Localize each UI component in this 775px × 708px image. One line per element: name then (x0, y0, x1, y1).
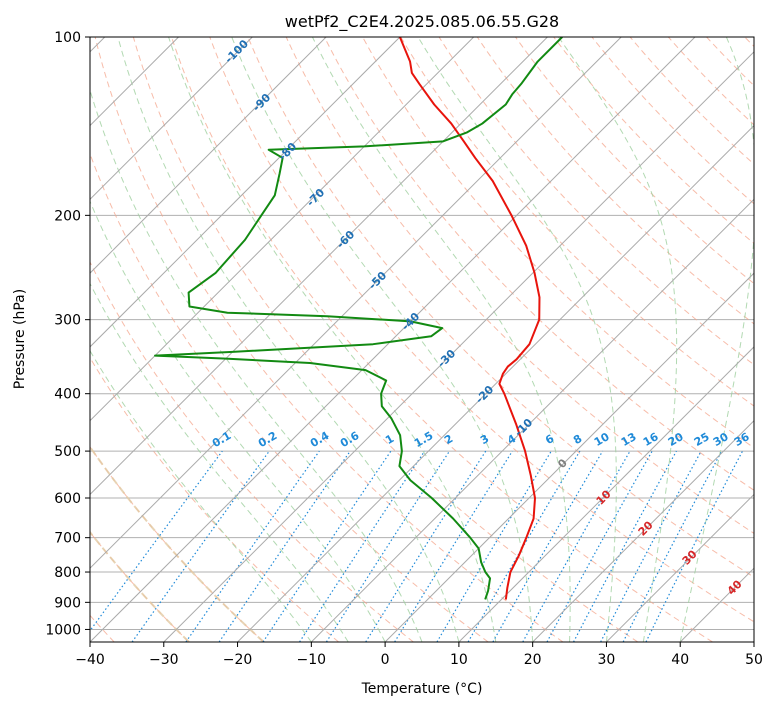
isotherm-line (90, 37, 696, 642)
mixing-ratio-line (522, 450, 631, 642)
dry-adiabat-line (90, 260, 414, 642)
isotherm-line (310, 198, 754, 642)
moist-adiabat-line (231, 37, 534, 642)
x-tick-label: 20 (524, 652, 542, 668)
plot-frame (89, 36, 755, 643)
mixing-ratio-lines (90, 450, 744, 642)
y-tick-label: 700 (54, 531, 81, 547)
x-axis-label: Temperature (°C) (361, 681, 483, 697)
mixing-ratio-line (90, 450, 223, 632)
mixing-ratio-line (218, 450, 351, 642)
dry-adiabat-line (323, 37, 754, 491)
extra-dry-adiabat-line (90, 530, 190, 642)
isotherm-line (90, 37, 475, 422)
mixing-ratio-line (325, 450, 450, 642)
dry-adiabat-line (94, 37, 564, 642)
y-tick-label: 500 (54, 444, 81, 460)
x-axis-ticks: −40 −30 −20 −10 0 10 20 30 40 50 (75, 642, 763, 668)
chart-title: wetPf2_C2E4.2025.085.06.55.G28 (285, 12, 559, 32)
dry-adiabat-line (247, 37, 754, 578)
mixing-ratio-line (546, 450, 653, 642)
y-tick-label: 600 (54, 491, 81, 507)
y-tick-label: 800 (54, 565, 81, 581)
x-tick-label: 10 (450, 652, 468, 668)
x-tick-label: 40 (671, 652, 689, 668)
mixing-ratio-line (262, 450, 392, 642)
moist-adiabat-line (679, 37, 754, 642)
y-tick-label: 900 (54, 595, 81, 611)
y-tick-label: 100 (54, 30, 81, 46)
isotherm-line (90, 37, 622, 569)
x-tick-label: −40 (75, 652, 105, 668)
extra-dry-adiabats (90, 445, 265, 642)
isotherm-line (606, 493, 754, 642)
isotherms (90, 37, 754, 642)
dry-adiabat-line (90, 446, 265, 642)
y-tick-label: 300 (54, 313, 81, 329)
isotherm-line (384, 272, 754, 642)
moist-adiabat-line (90, 282, 349, 642)
x-tick-label: 50 (745, 652, 763, 668)
mixing-ratio-line (573, 450, 677, 642)
plot-area (90, 37, 754, 642)
y-axis-ticks: 100 200 300 400 500 600 700 800 900 1000 (45, 30, 90, 638)
dry-adiabat-line (400, 37, 754, 407)
y-tick-label: 400 (54, 387, 81, 403)
x-tick-label: −30 (149, 652, 179, 668)
pressure-grid (90, 37, 754, 630)
x-tick-label: 30 (598, 652, 616, 668)
dry-adiabat-line (132, 37, 639, 642)
isotherm-line (90, 37, 327, 274)
moist-adiabat-line (417, 37, 617, 642)
x-tick-label: −20 (223, 652, 253, 668)
mixing-ratio-line (645, 450, 744, 642)
isotherm-line (163, 51, 754, 642)
sounding-series (154, 37, 563, 600)
mixing-ratio-line (394, 450, 513, 642)
moist-adiabat-line (90, 200, 386, 642)
dry-adiabat-line (629, 37, 754, 165)
moist-adiabat-line (90, 88, 423, 642)
isotherm-line (532, 419, 754, 642)
isotherm-line (458, 346, 754, 642)
mixing-ratio-line (131, 450, 270, 642)
moist-adiabat-line (558, 37, 678, 642)
dry-adiabat-line (438, 37, 754, 366)
dry-adiabat-line (515, 37, 754, 285)
y-axis-label: Pressure (hPa) (12, 289, 28, 389)
x-tick-label: −10 (297, 652, 327, 668)
dewpoint-trace (154, 37, 563, 600)
y-tick-label: 200 (54, 208, 81, 224)
temperature-trace (398, 37, 541, 600)
isotherm-line (90, 37, 253, 201)
isotherm-line (90, 37, 548, 496)
moist-adiabat-line (168, 37, 497, 642)
y-tick-label: 1000 (45, 622, 81, 638)
mixing-ratio-line (299, 450, 426, 642)
mixing-ratio-line (185, 450, 320, 642)
isotherm-line (237, 124, 754, 642)
x-tick-label: 0 (381, 652, 390, 668)
isotherm-line (90, 37, 401, 348)
